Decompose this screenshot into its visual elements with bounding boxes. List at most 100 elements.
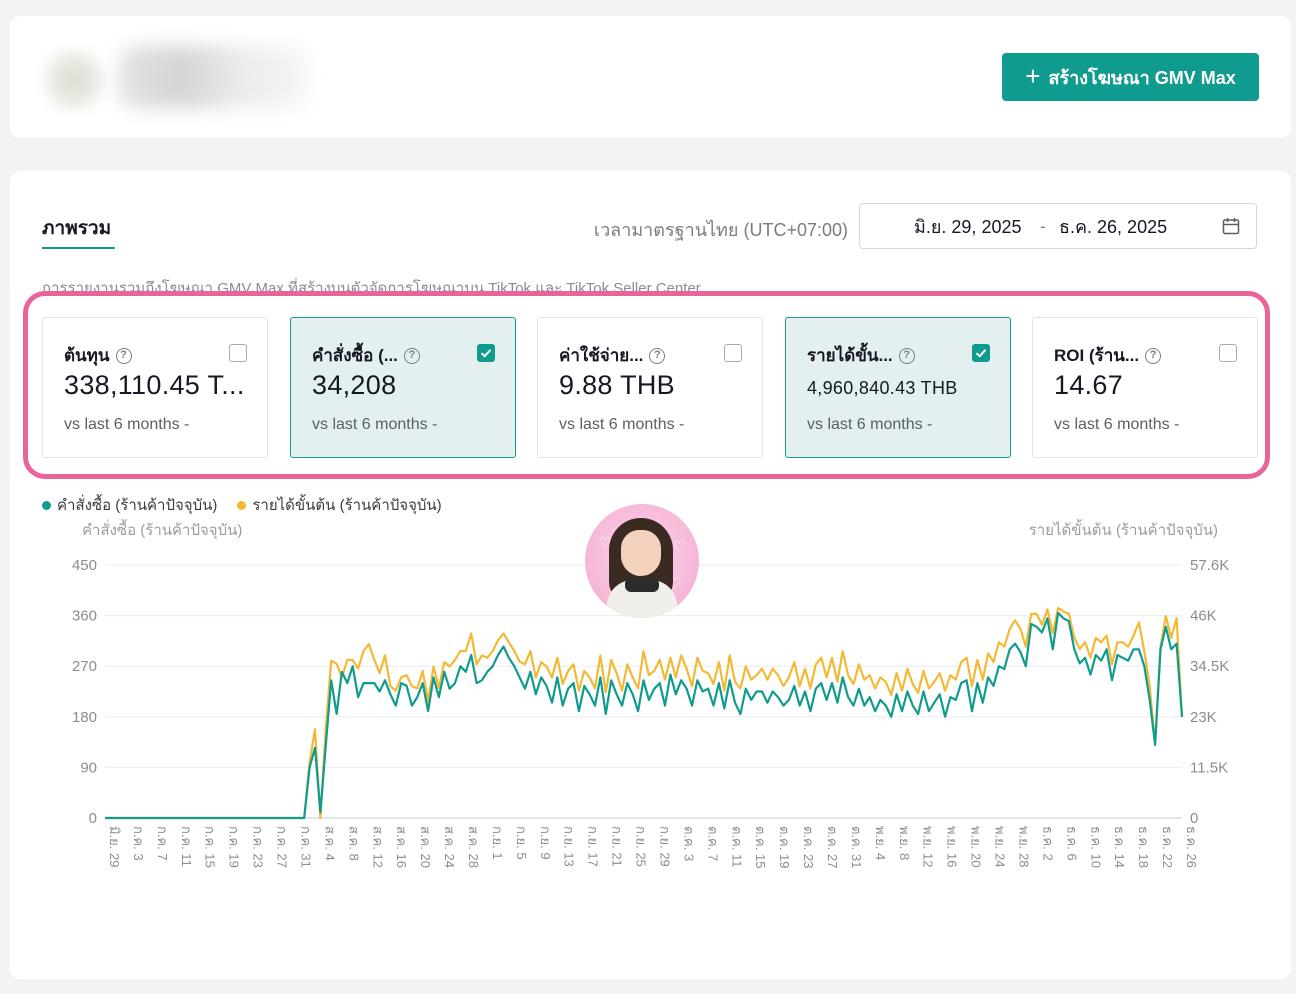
tab-active-indicator [42, 247, 115, 249]
metric-card-orders[interactable]: คำสั่งซื้อ (...? 34,208 vs last 6 months… [290, 317, 516, 458]
tab-overview[interactable]: ภาพรวม [42, 218, 112, 239]
x-tick-label: ก.ย. 29 [657, 826, 672, 867]
metric-card-roi[interactable]: ROI (ร้าน...? 14.67 vs last 6 months - [1032, 317, 1258, 458]
x-tick-label: ธ.ค. 18 [1136, 826, 1151, 868]
x-tick-label: ต.ค. 3 [681, 826, 696, 861]
x-tick-label: มิ.ย. 29 [107, 826, 122, 867]
check-icon [975, 349, 987, 358]
series-line-0 [105, 611, 1184, 820]
help-icon[interactable]: ? [115, 347, 132, 364]
create-gmv-max-ad-button[interactable]: + สร้างโฆษณา GMV Max [1002, 53, 1259, 101]
x-tick-label: ส.ค. 20 [418, 826, 433, 868]
x-tick-label: ก.ค. 11 [179, 826, 194, 867]
metric-title: ROI (ร้าน... [1054, 346, 1140, 365]
x-tick-label: ต.ค. 27 [825, 826, 840, 868]
legend-dot [42, 500, 51, 510]
date-start: มิ.ย. 29, 2025 [914, 216, 1022, 237]
x-tick-label: ต.ค. 23 [801, 826, 816, 868]
legend-item-orders[interactable]: คำสั่งซื้อ (ร้านค้าปัจจุบัน) [42, 493, 217, 517]
x-tick-label: ก.ค. 31 [298, 826, 313, 868]
x-tick-label: ธ.ค. 2 [1040, 826, 1055, 861]
metric-value: 34,208 [312, 370, 397, 400]
metric-value: 338,110.45 T... [64, 370, 245, 400]
help-icon[interactable]: ? [649, 347, 666, 364]
metric-title: รายได้ขั้น... [807, 346, 893, 365]
legend-dot [237, 500, 247, 510]
create-button-label: สร้างโฆษณา GMV Max [1048, 67, 1236, 88]
metric-value: 14.67 [1054, 370, 1124, 400]
series-line-1 [105, 606, 1184, 820]
metric-card-cost-per-order[interactable]: ค่าใช้จ่าย...? 9.88 THB vs last 6 months… [537, 317, 763, 458]
left-tick-label: 270 [72, 658, 97, 675]
x-tick-label: ส.ค. 8 [346, 826, 361, 861]
date-range-picker[interactable]: มิ.ย. 29, 2025 - ธ.ค. 26, 2025 [859, 203, 1257, 249]
metric-checkbox[interactable] [1219, 344, 1237, 362]
metric-checkbox[interactable] [724, 344, 742, 362]
metric-title: ต้นทุน [64, 346, 110, 365]
x-tick-label: ก.ค. 19 [227, 826, 242, 868]
x-tick-label: ก.ค. 23 [251, 826, 266, 868]
metric-compare: vs last 6 months - [1054, 416, 1180, 433]
x-tick-label: ก.ค. 15 [203, 826, 218, 868]
x-tick-label: ต.ค. 31 [849, 826, 864, 868]
x-tick-label: พ.ย. 8 [897, 826, 912, 860]
metric-checkbox[interactable] [477, 344, 495, 362]
metric-checkbox[interactable] [229, 344, 247, 362]
user-avatar-sticker: ♡ ♡ ♡ [585, 504, 699, 618]
metric-checkbox[interactable] [972, 344, 990, 362]
x-tick-label: พ.ย. 4 [873, 826, 888, 860]
calendar-icon [1222, 218, 1240, 235]
right-tick-label: 57.6K [1190, 557, 1229, 574]
right-tick-label: 11.5K [1190, 759, 1228, 776]
chart-legend: คำสั่งซื้อ (ร้านค้าปัจจุบัน) รายได้ขั้นต… [42, 493, 442, 517]
x-tick-label: ก.ย. 1 [490, 826, 505, 860]
metric-compare: vs last 6 months - [312, 416, 438, 433]
shop-name-blurred [118, 46, 308, 108]
left-axis-title: คำสั่งซื้อ (ร้านค้าปัจจุบัน) [82, 519, 242, 540]
help-icon[interactable]: ? [898, 347, 915, 364]
x-tick-label: ธ.ค. 14 [1112, 826, 1127, 868]
legend-item-revenue[interactable]: รายได้ขั้นต้น (ร้านค้าปัจจุบัน) [237, 493, 442, 517]
x-tick-label: ก.ย. 21 [610, 826, 625, 867]
x-tick-label: พ.ย. 28 [1016, 826, 1031, 867]
metric-compare: vs last 6 months - [807, 416, 933, 433]
legend-label: รายได้ขั้นต้น (ร้านค้าปัจจุบัน) [252, 497, 442, 514]
left-tick-label: 360 [72, 608, 97, 625]
x-tick-label: ธ.ค. 6 [1064, 826, 1079, 861]
plus-icon: + [1025, 61, 1041, 91]
metric-title: คำสั่งซื้อ (... [312, 346, 398, 365]
header-panel: + สร้างโฆษณา GMV Max [10, 16, 1291, 138]
x-tick-label: ต.ค. 15 [753, 826, 768, 868]
right-tick-label: 0 [1190, 810, 1198, 827]
x-tick-label: ธ.ค. 26 [1184, 826, 1199, 868]
metric-card-gross-revenue[interactable]: รายได้ขั้น...? 4,960,840.43 THB vs last … [785, 317, 1011, 458]
x-tick-label: พ.ย. 12 [921, 826, 936, 867]
timezone-label: เวลามาตรฐานไทย (UTC+07:00) [593, 220, 848, 240]
help-icon[interactable]: ? [1145, 347, 1162, 364]
x-tick-label: ธ.ค. 22 [1160, 826, 1175, 868]
left-tick-label: 450 [72, 557, 97, 574]
metric-card-cost[interactable]: ต้นทุน? 338,110.45 T... vs last 6 months… [42, 317, 268, 458]
metric-title: ค่าใช้จ่าย... [559, 346, 644, 365]
x-tick-label: ก.ย. 25 [634, 826, 649, 867]
metric-value: 9.88 THB [559, 370, 675, 400]
right-tick-label: 23K [1190, 709, 1217, 726]
x-tick-label: ก.ย. 9 [538, 826, 553, 860]
check-icon [480, 349, 492, 358]
x-tick-label: ธ.ค. 10 [1088, 826, 1103, 868]
right-axis-title: รายได้ขั้นต้น (ร้านค้าปัจจุบัน) [1029, 519, 1218, 540]
x-tick-label: ก.ย. 17 [586, 826, 601, 867]
help-icon[interactable]: ? [403, 347, 420, 364]
shop-avatar [44, 50, 104, 110]
left-tick-label: 0 [89, 810, 97, 827]
x-tick-label: ก.ค. 7 [155, 826, 170, 861]
x-tick-label: ต.ค. 19 [777, 826, 792, 868]
x-tick-label: ส.ค. 12 [370, 826, 385, 868]
x-tick-label: ส.ค. 4 [322, 826, 337, 861]
x-tick-label: ส.ค. 16 [394, 826, 409, 868]
metric-compare: vs last 6 months - [559, 416, 685, 433]
legend-label: คำสั่งซื้อ (ร้านค้าปัจจุบัน) [57, 497, 218, 514]
metrics-highlight-frame [23, 291, 1270, 479]
date-separator: - [1040, 215, 1046, 236]
left-tick-label: 180 [72, 709, 97, 726]
